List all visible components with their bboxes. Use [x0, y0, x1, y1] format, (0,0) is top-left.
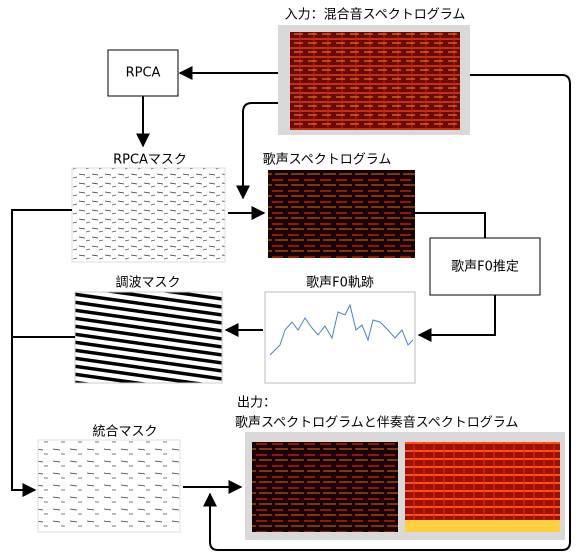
- mixture-spectrogram: [290, 32, 460, 130]
- integrated-mask-label: 統合マスク: [92, 425, 157, 440]
- output-label: 出力：: [237, 396, 276, 411]
- rpca-mask-image: [72, 168, 225, 262]
- f0-trajectory-image: [265, 292, 415, 383]
- integrated-mask-image: [38, 440, 180, 532]
- output-caption: 歌声スペクトログラムと伴奏音スペクトログラム: [235, 415, 518, 431]
- diagram: 入力：混合音スペクトログラム RPCA RPCAマスク 歌声スペクトログラム 歌…: [0, 0, 580, 558]
- input-label: 入力：混合音スペクトログラム: [285, 7, 466, 23]
- f0-estimation-label: 歌声F0推定: [451, 260, 519, 275]
- harmonic-mask-label: 調波マスク: [115, 276, 180, 291]
- output-accompaniment-spectrogram: [405, 442, 560, 532]
- f0-trajectory-label: 歌声F0軌跡: [306, 275, 374, 291]
- vocal-spectrogram-image: [268, 170, 415, 258]
- output-accompaniment-low: [405, 520, 560, 532]
- output-vocal-spectrogram: [252, 442, 398, 532]
- rpca-label: RPCA: [126, 66, 161, 81]
- harmonic-mask-image: [75, 292, 222, 383]
- rpca-mask-label: RPCAマスク: [113, 153, 187, 168]
- vocal-spectrogram-label: 歌声スペクトログラム: [263, 153, 392, 168]
